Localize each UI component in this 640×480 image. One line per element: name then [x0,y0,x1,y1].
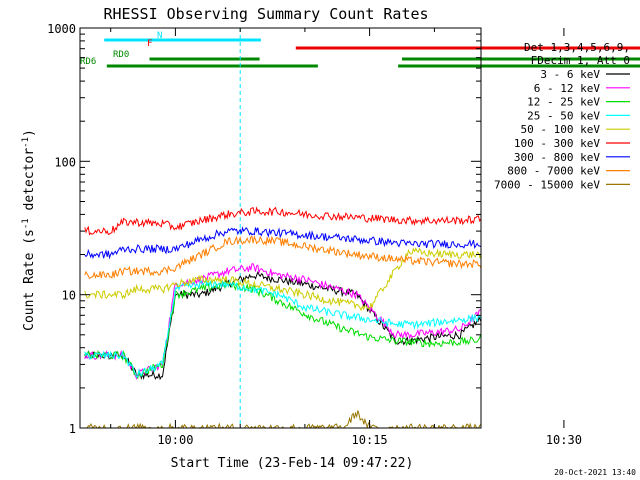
legend: Det 1,3,4,5,6,9, FDecim 1, Att 0 3 - 6 k… [494,41,630,191]
legend-entry-label: 800 - 7000 keV [507,165,600,178]
series-line-800-to-7000keV [84,234,481,280]
series-line-25-to-50keV [84,278,481,378]
legend-header-line-1: Det 1,3,4,5,6,9, [524,41,630,54]
legend-entry-label: 300 - 800 keV [514,151,600,164]
series-line-6-to-12keV [84,263,481,381]
chart-title: RHESSI Observing Summary Count Rates [103,5,428,23]
series-lines [84,206,481,428]
y-axis-label-middle: detector [22,148,37,219]
y-axis-label: Count Rate (s-1 detector-1) [21,129,37,331]
x-axis-label: Start Time (23-Feb-14 09:47:22) [171,456,414,471]
x-tick-label: 10:00 [157,433,193,447]
y-axis-label-superscript-2: -1 [21,137,31,148]
legend-header-line-2: FDecim 1, Att 0 [531,54,630,67]
instrument-flags: NF RD0 RD6 [80,31,640,68]
plot-frame [79,27,482,429]
flag-label-f: F [147,39,152,49]
series-line-7000-to-15000keV [84,410,481,428]
series-line-3-to-6keV [84,270,481,381]
flag-label-rd6: RD6 [80,57,96,67]
attenuator-markers [239,28,241,428]
legend-entry-label: 7000 - 15000 keV [494,178,600,191]
series-line-12-to-25keV [84,279,481,380]
y-tick-label: 100 [54,155,76,169]
flag-label-n: N [157,31,162,41]
y-axis-label-end: ) [22,129,37,137]
y-axis-label-main: Count Rate (s [22,229,37,331]
legend-entry-label: 25 - 50 keV [527,109,600,122]
y-tick-label: 1 [69,422,76,436]
series-line-300-to-800keV [84,226,481,260]
x-tick-label: 10:30 [546,433,582,447]
y-tick-label: 1000 [47,22,76,36]
flag-label-rd0: RD0 [113,50,129,60]
legend-entry-label: 6 - 12 keV [534,82,601,95]
x-tick-label: 10:15 [352,433,388,447]
legend-entry-label: 100 - 300 keV [514,137,600,150]
series-line-100-to-300keV [84,206,481,236]
series-line-50-to-100keV [84,247,481,312]
legend-entry-label: 12 - 25 keV [527,96,600,109]
generation-timestamp: 20-Oct-2021 13:40 [554,468,636,477]
y-axis-label-superscript-1: -1 [21,218,31,229]
y-tick-label: 10 [62,289,76,303]
legend-entry-label: 50 - 100 keV [521,123,601,136]
y-axis: 1 10 100 1000 [47,22,481,436]
legend-entry-label: 3 - 6 keV [540,68,600,81]
